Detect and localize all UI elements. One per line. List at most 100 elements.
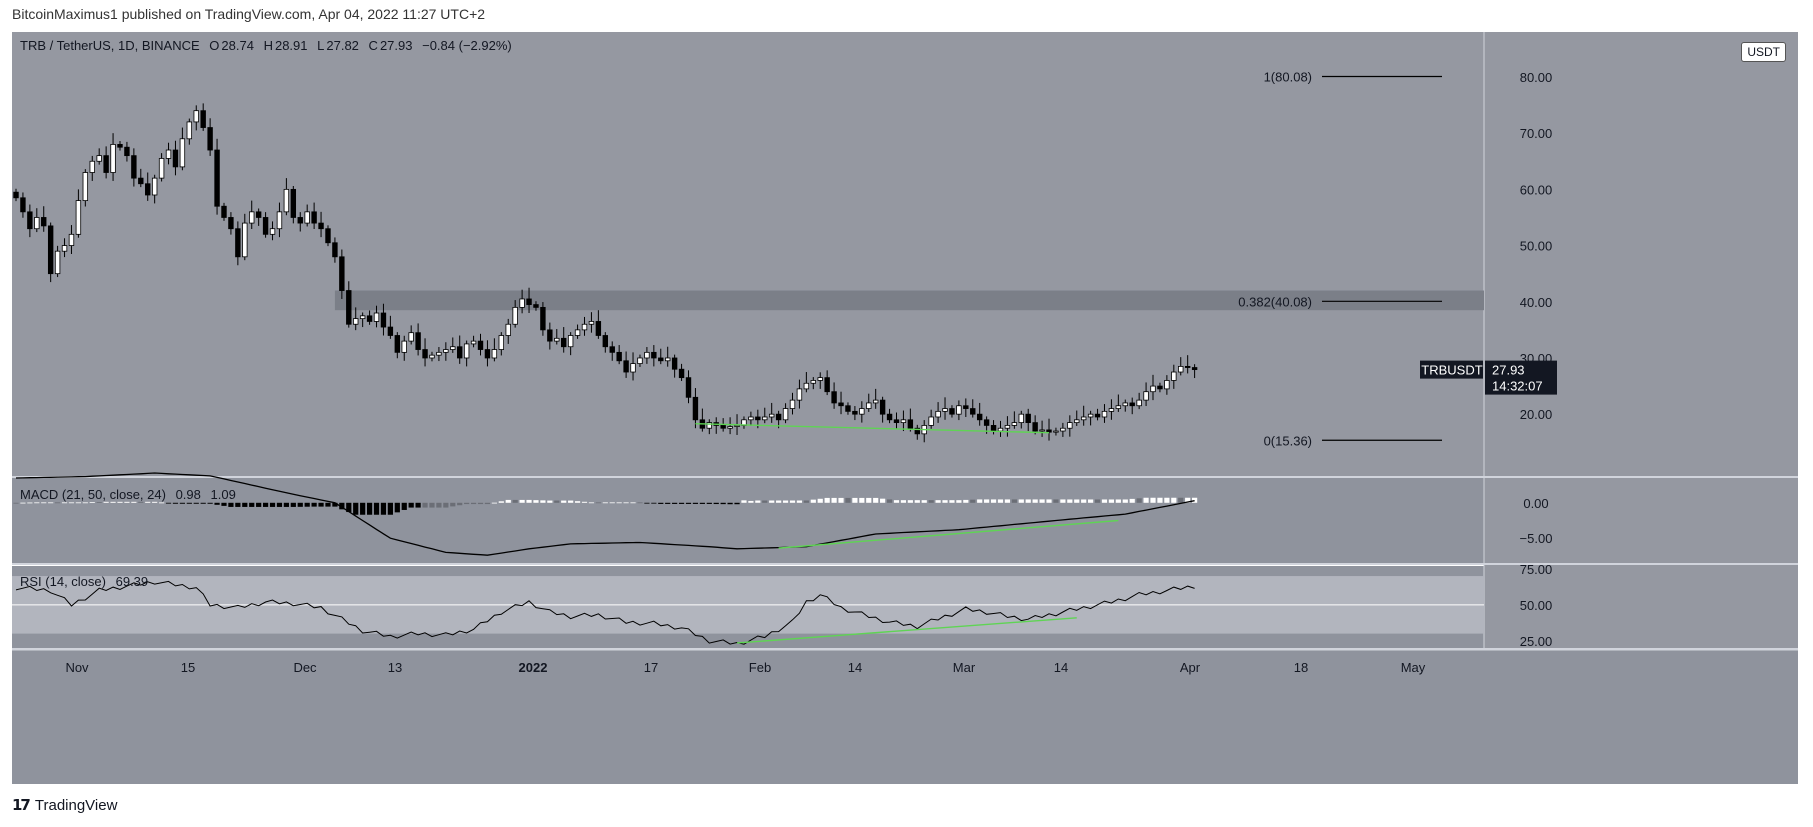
candle-down	[755, 416, 761, 421]
symbol-tag: TRBUSDT	[1421, 363, 1482, 378]
macd-histogram-bar	[124, 501, 130, 503]
candle-up	[727, 426, 733, 429]
macd-histogram-bar	[373, 502, 380, 515]
candle-up	[630, 363, 636, 373]
macd-histogram-bar	[547, 500, 553, 503]
macd-histogram-bar	[450, 502, 456, 507]
macd-histogram-bar	[692, 502, 699, 504]
macd-histogram-bar	[782, 500, 789, 503]
candle-up	[408, 332, 414, 342]
macd-histogram-bar	[82, 502, 88, 504]
candle-up	[803, 382, 810, 390]
candle-up	[942, 408, 948, 412]
candle-up	[665, 357, 671, 362]
candle-down	[318, 222, 324, 230]
macd-histogram-bar	[990, 499, 997, 503]
macd-histogram-bar	[1115, 499, 1121, 503]
macd-histogram-bar	[769, 500, 775, 503]
candle-up	[82, 172, 89, 202]
candle-up	[1108, 408, 1115, 412]
macd-histogram-bar	[470, 502, 477, 505]
macd-histogram-bar	[1129, 498, 1135, 503]
candle-down	[13, 191, 19, 199]
macd-axis-tick: −5.00	[1520, 531, 1553, 546]
macd-histogram-bar	[699, 502, 705, 504]
macd-histogram-bar	[561, 500, 567, 503]
candle-up	[1067, 422, 1073, 429]
candle-down	[720, 425, 726, 429]
candle-up	[706, 422, 712, 429]
candle-up	[782, 408, 789, 421]
macd-histogram-bar	[68, 502, 75, 504]
candle-down	[671, 357, 678, 370]
candle-up	[512, 306, 518, 325]
candle-down	[970, 408, 976, 415]
macd-histogram-bar	[297, 502, 303, 507]
candle-down	[387, 326, 394, 336]
candle-down	[262, 217, 269, 235]
macd-histogram-bar	[193, 502, 199, 504]
candle-down	[914, 427, 920, 435]
candle-up	[304, 211, 310, 224]
macd-histogram-bar	[96, 502, 102, 503]
macd-trendline	[778, 519, 1119, 549]
candle-up	[859, 408, 865, 415]
candle-up	[567, 335, 574, 348]
candle-down	[297, 217, 303, 224]
candle-down	[1046, 429, 1052, 433]
candle-down	[41, 217, 47, 227]
macd-histogram-bar	[1136, 498, 1142, 503]
fib-level-label: 0(15.36)	[1264, 433, 1312, 448]
macd-histogram-bar	[131, 501, 137, 503]
macd-histogram-bar	[568, 500, 574, 503]
candle-down	[422, 349, 428, 359]
candle-down	[547, 329, 553, 342]
macd-histogram-bar	[720, 502, 726, 505]
price-axis-tick: 70.00	[1520, 126, 1553, 141]
candle-up	[866, 402, 872, 409]
chart-svg[interactable]: 80.0070.0060.0050.0040.0030.0020.001(80.…	[12, 32, 1798, 784]
macd-histogram-bar	[304, 502, 310, 507]
macd-histogram-bar	[810, 499, 816, 503]
candle-up	[554, 337, 560, 342]
macd-histogram-bar	[200, 502, 206, 504]
macd-histogram-bar	[498, 501, 504, 503]
legend-high-label: H	[263, 38, 273, 53]
macd-histogram-bar	[963, 499, 969, 503]
candle-down	[561, 337, 567, 348]
candle-down	[852, 410, 858, 415]
macd-histogram-bar	[852, 497, 858, 503]
candle-down	[332, 242, 338, 258]
macd-histogram-bar	[360, 502, 366, 515]
candle-up	[1087, 413, 1094, 418]
macd-histogram-bar	[1192, 497, 1198, 503]
macd-histogram-bar	[1108, 499, 1115, 503]
legend-open: 28.74	[221, 38, 254, 53]
macd-histogram-bar	[1157, 497, 1163, 503]
macd-histogram-bar	[1011, 499, 1017, 503]
macd-histogram-bar	[727, 502, 733, 505]
candle-down	[27, 211, 33, 230]
currency-badge[interactable]: USDT	[1741, 42, 1786, 62]
footer: 17 TradingView	[12, 793, 117, 817]
macd-histogram-bar	[893, 500, 900, 503]
time-axis-bg	[12, 650, 1798, 784]
candle-down	[1025, 413, 1031, 424]
candle-up	[1150, 385, 1156, 393]
candle-up	[1080, 416, 1087, 421]
candle-up	[1011, 422, 1018, 426]
macd-histogram-bar	[658, 502, 664, 504]
candle-up	[872, 399, 879, 404]
candle-up	[283, 188, 290, 213]
macd-histogram-bar	[1025, 499, 1031, 503]
candle-up	[928, 416, 934, 426]
candle-down	[290, 188, 297, 218]
candle-up	[401, 340, 407, 353]
candle-up	[1178, 366, 1184, 373]
macd-histogram-bar	[269, 502, 276, 507]
chart-frame: 80.00 70.00 60.00 50.00 40.00 30.00 20.00 1(80.…	[12, 32, 1798, 784]
candle-down	[651, 351, 657, 359]
macd-histogram-bar	[1150, 497, 1156, 503]
candle-up	[34, 217, 40, 230]
candle-down	[47, 225, 54, 275]
